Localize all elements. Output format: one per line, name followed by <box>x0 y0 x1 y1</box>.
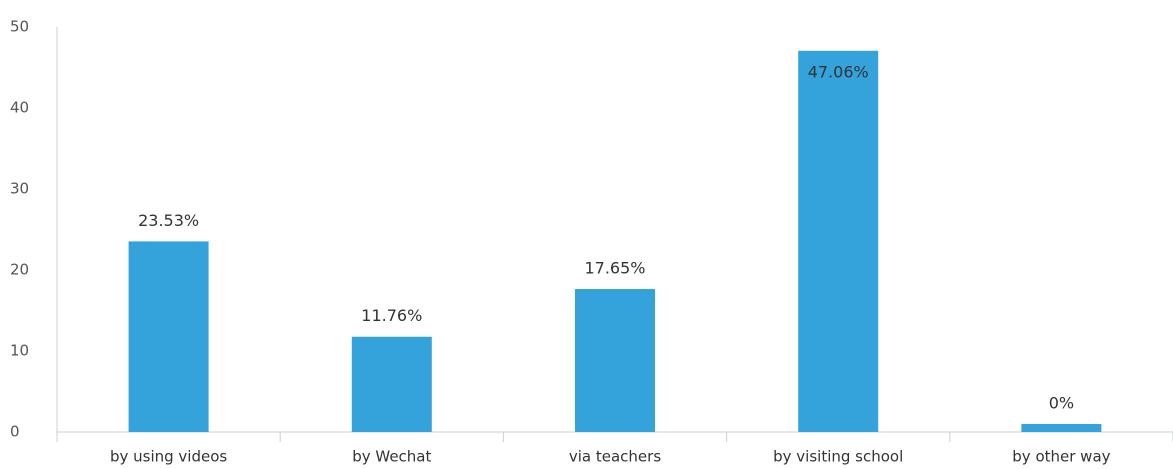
x-tick-label: by Wechat <box>352 448 431 466</box>
bar <box>1021 424 1102 432</box>
value-label: 11.76% <box>361 306 422 325</box>
y-tick-label: 30 <box>10 180 29 198</box>
y-tick-label: 40 <box>10 99 29 117</box>
y-tick-label: 0 <box>10 423 20 441</box>
bar <box>351 336 432 432</box>
bar <box>575 289 655 432</box>
x-tick-label: by other way <box>1012 448 1110 466</box>
y-tick-label: 50 <box>10 18 29 36</box>
x-tick-label: via teachers <box>569 448 661 466</box>
value-label: 17.65% <box>584 259 645 278</box>
y-tick-label: 10 <box>10 342 29 360</box>
bar <box>798 50 879 433</box>
y-tick-label: 20 <box>10 261 29 279</box>
value-label: 23.53% <box>138 211 199 230</box>
x-tick-label: by visiting school <box>773 448 903 466</box>
bar <box>128 241 209 432</box>
x-tick-label: by using videos <box>110 448 227 466</box>
value-label: 47.06% <box>808 62 869 81</box>
value-label: 0% <box>1049 394 1074 413</box>
